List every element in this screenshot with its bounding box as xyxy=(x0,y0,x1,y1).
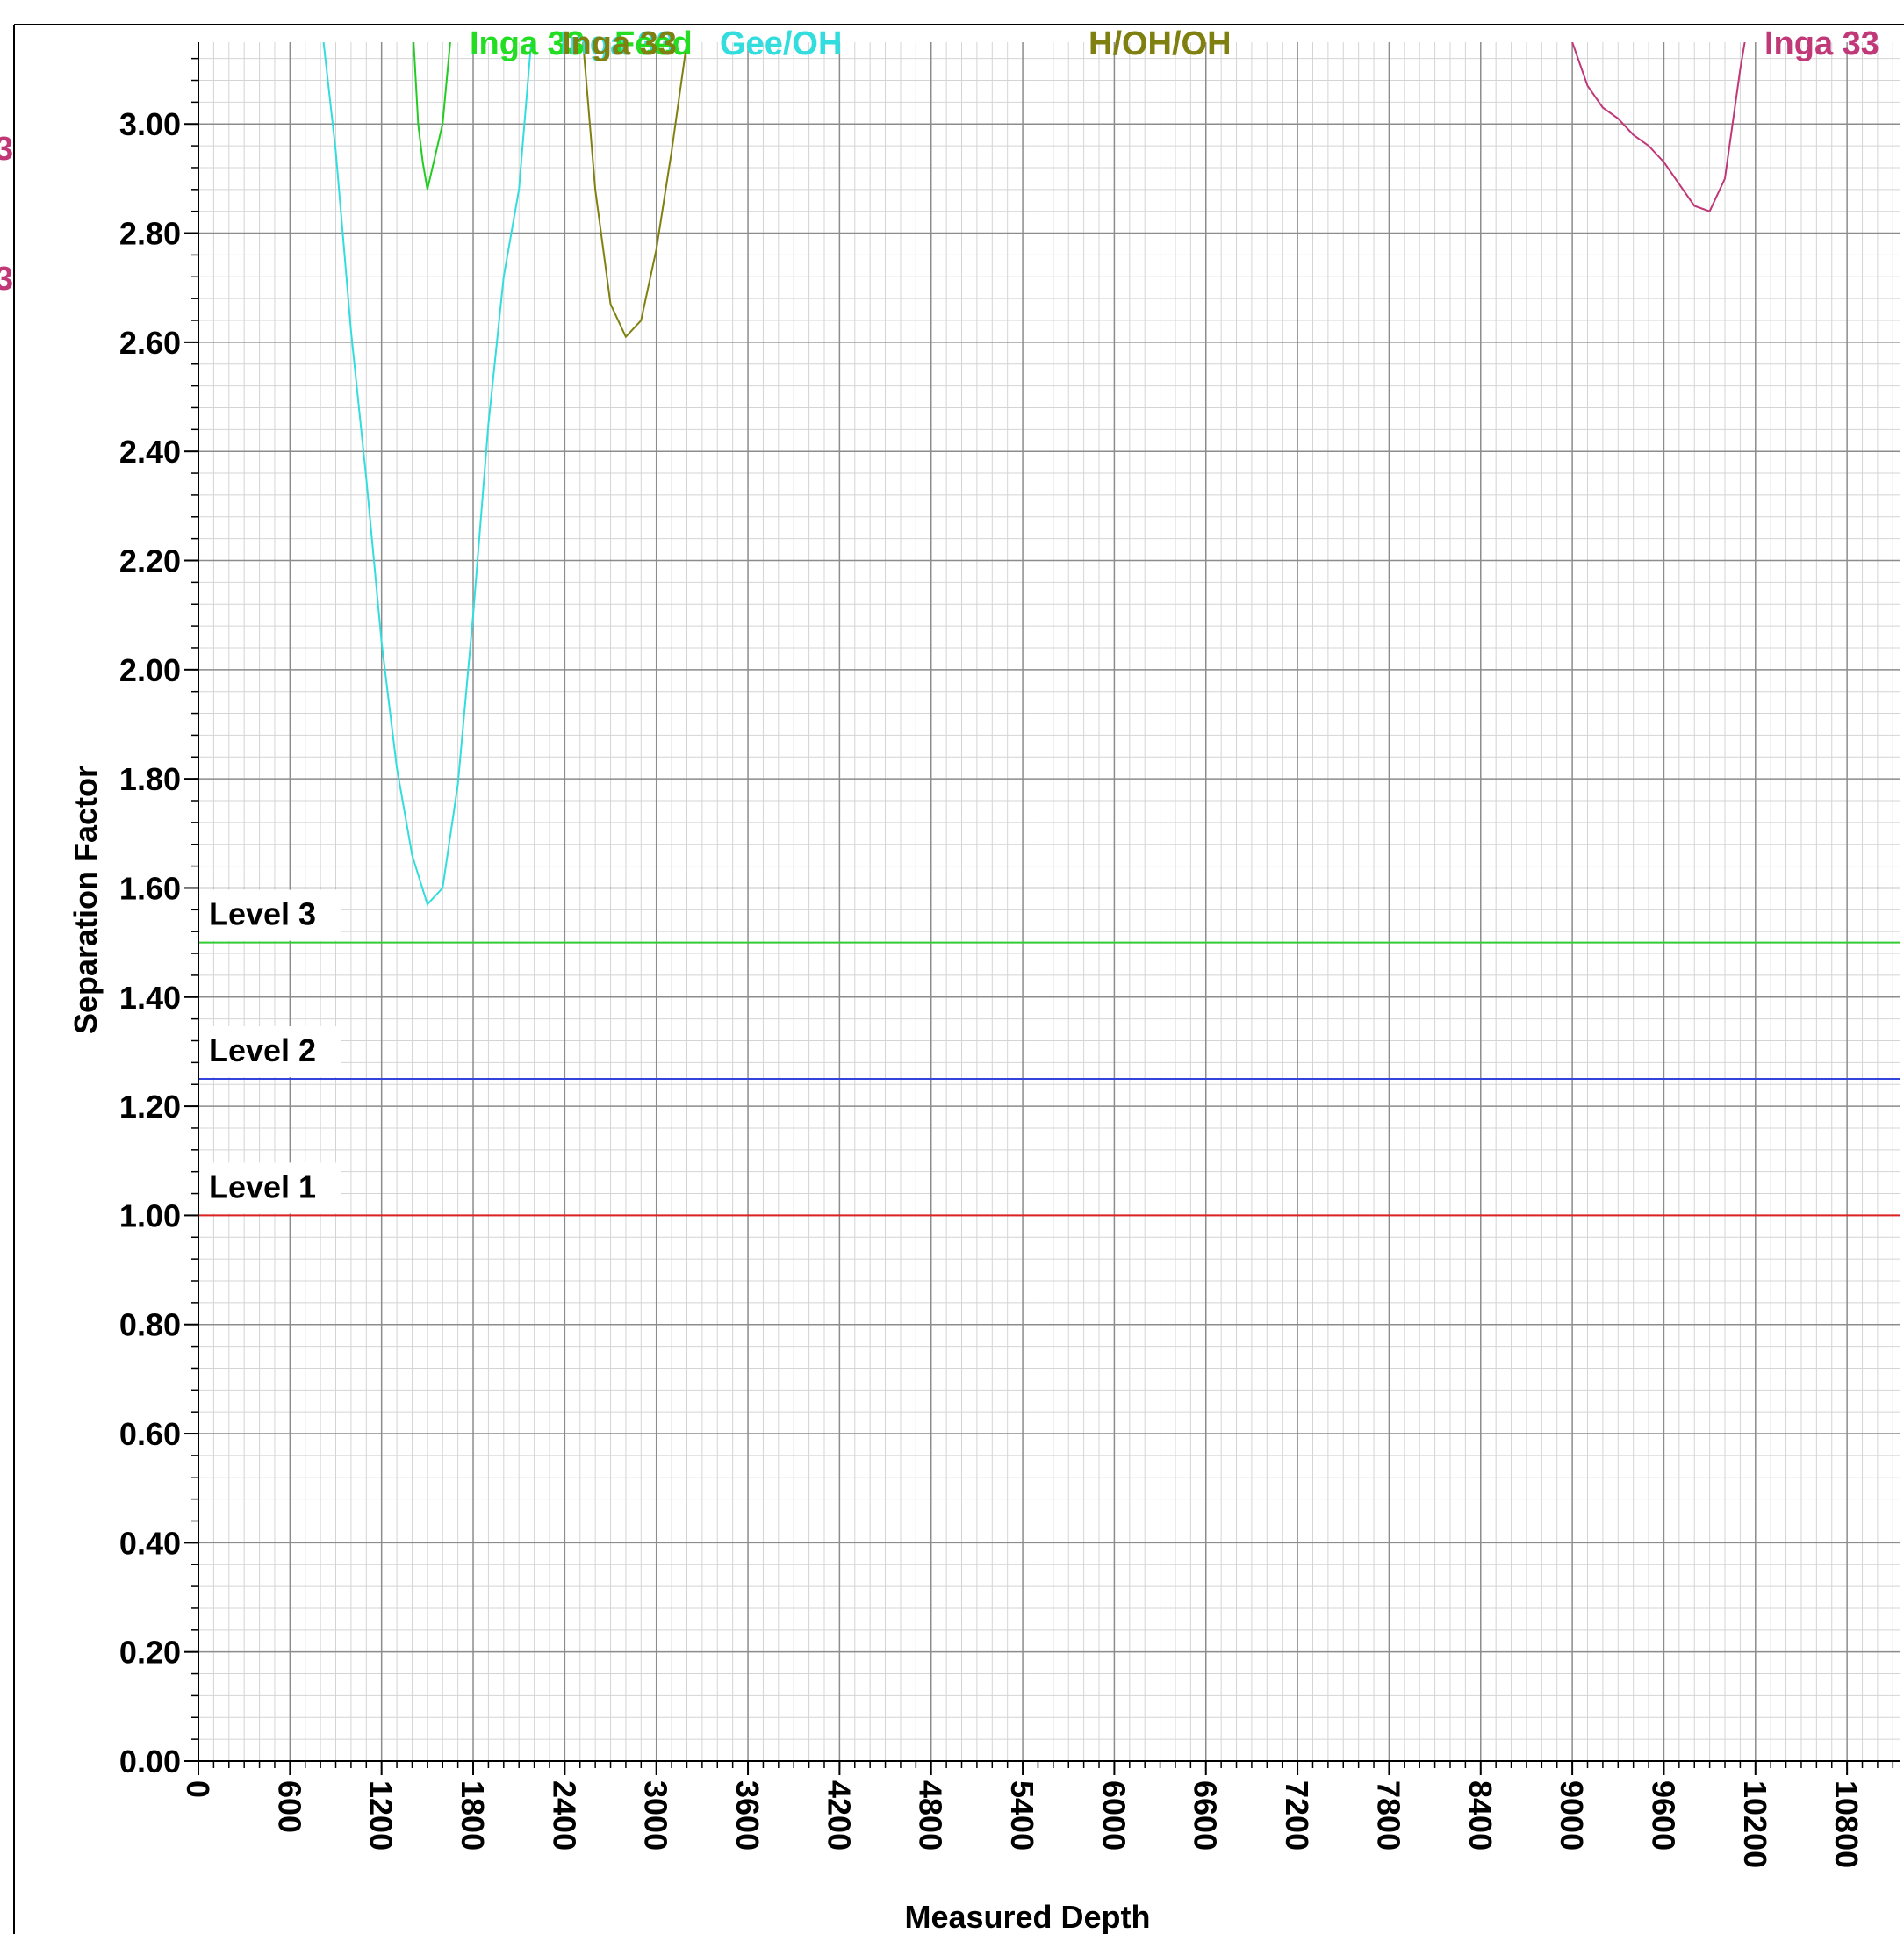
series-line xyxy=(322,42,533,907)
y-tick-label: 0.20 xyxy=(119,1635,181,1671)
y-tick-label: 2.80 xyxy=(119,216,181,252)
x-tick-label: 8400 xyxy=(1462,1780,1498,1851)
threshold-lines: Level 3 Level 2 Level 1 xyxy=(198,889,1900,1217)
y-tick-label: 0.00 xyxy=(119,1743,181,1779)
x-tick-label: 5400 xyxy=(1004,1780,1040,1851)
y-tick-label: 0.40 xyxy=(119,1525,181,1561)
x-axis-title: Measured Depth xyxy=(904,1899,1150,1934)
threshold-label: Level 2 xyxy=(209,1032,316,1068)
left-edge-label: 3 xyxy=(0,261,13,298)
threshold-label-background xyxy=(200,889,341,941)
x-tick-label: 7800 xyxy=(1370,1780,1406,1851)
y-tick-label: 2.40 xyxy=(119,434,181,470)
x-tick-label: 6000 xyxy=(1096,1780,1132,1851)
y-tick-label: 3.00 xyxy=(119,106,181,142)
y-tick-label: 1.20 xyxy=(119,1089,181,1125)
x-tick-label: 4200 xyxy=(821,1780,857,1851)
series-line xyxy=(1571,42,1746,212)
x-tick-label: 4800 xyxy=(913,1780,949,1851)
y-tick-label: 2.00 xyxy=(119,652,181,688)
left-edge-label: 3 xyxy=(0,131,13,168)
x-tick-label: 9000 xyxy=(1554,1780,1590,1851)
top-series-label: Inga 33 xyxy=(470,25,585,62)
minor-gridlines xyxy=(198,42,1900,1761)
x-tick-label: 6600 xyxy=(1188,1780,1224,1851)
data-series xyxy=(322,42,1746,907)
y-tick-label: 0.80 xyxy=(119,1307,181,1343)
axes: 0.00 0.20 0.40 0.60 0.80 1.00 1.20 1.40 1.60 1.80… xyxy=(119,42,1900,1868)
top-series-label: Inga 33 xyxy=(1764,25,1879,62)
top-series-label: Feed xyxy=(614,25,693,62)
top-series-label: Inga 33 xyxy=(560,25,675,62)
x-tick-label: 1200 xyxy=(363,1780,399,1851)
y-tick-label: 2.20 xyxy=(119,543,181,579)
chart-frame xyxy=(13,24,1904,1934)
x-tick-label: 2400 xyxy=(546,1780,582,1851)
threshold-label-background xyxy=(200,1026,341,1078)
y-tick-label: 2.60 xyxy=(119,325,181,361)
x-tick-label: 10800 xyxy=(1829,1780,1864,1868)
top-series-label: Inga 33 xyxy=(562,25,677,62)
x-tick-label: 1800 xyxy=(455,1780,491,1851)
threshold-label-background xyxy=(200,1162,341,1214)
series-line xyxy=(413,42,451,191)
y-tick-label: 1.00 xyxy=(119,1197,181,1233)
y-tick-label: 1.60 xyxy=(119,870,181,906)
major-gridlines xyxy=(198,42,1900,1761)
threshold-label: Level 3 xyxy=(209,896,316,932)
y-tick-label: 0.60 xyxy=(119,1416,181,1452)
series-line xyxy=(582,42,688,339)
x-tick-label: 600 xyxy=(271,1780,307,1833)
x-tick-label: 10200 xyxy=(1737,1780,1773,1868)
x-tick-label: 3000 xyxy=(638,1780,674,1851)
top-series-label: Gee/OH xyxy=(720,25,842,62)
y-axis-title: Separation Factor xyxy=(68,766,104,1034)
y-tick-label: 1.40 xyxy=(119,980,181,1016)
y-tick-label: 1.80 xyxy=(119,761,181,797)
threshold-label: Level 1 xyxy=(209,1168,316,1204)
x-tick-label: 3600 xyxy=(729,1780,765,1851)
top-series-label-tail: H/OH/OH xyxy=(1089,25,1232,62)
x-tick-label: 7200 xyxy=(1279,1780,1315,1851)
x-tick-label: 0 xyxy=(180,1780,216,1798)
x-tick-label: 9600 xyxy=(1645,1780,1681,1851)
